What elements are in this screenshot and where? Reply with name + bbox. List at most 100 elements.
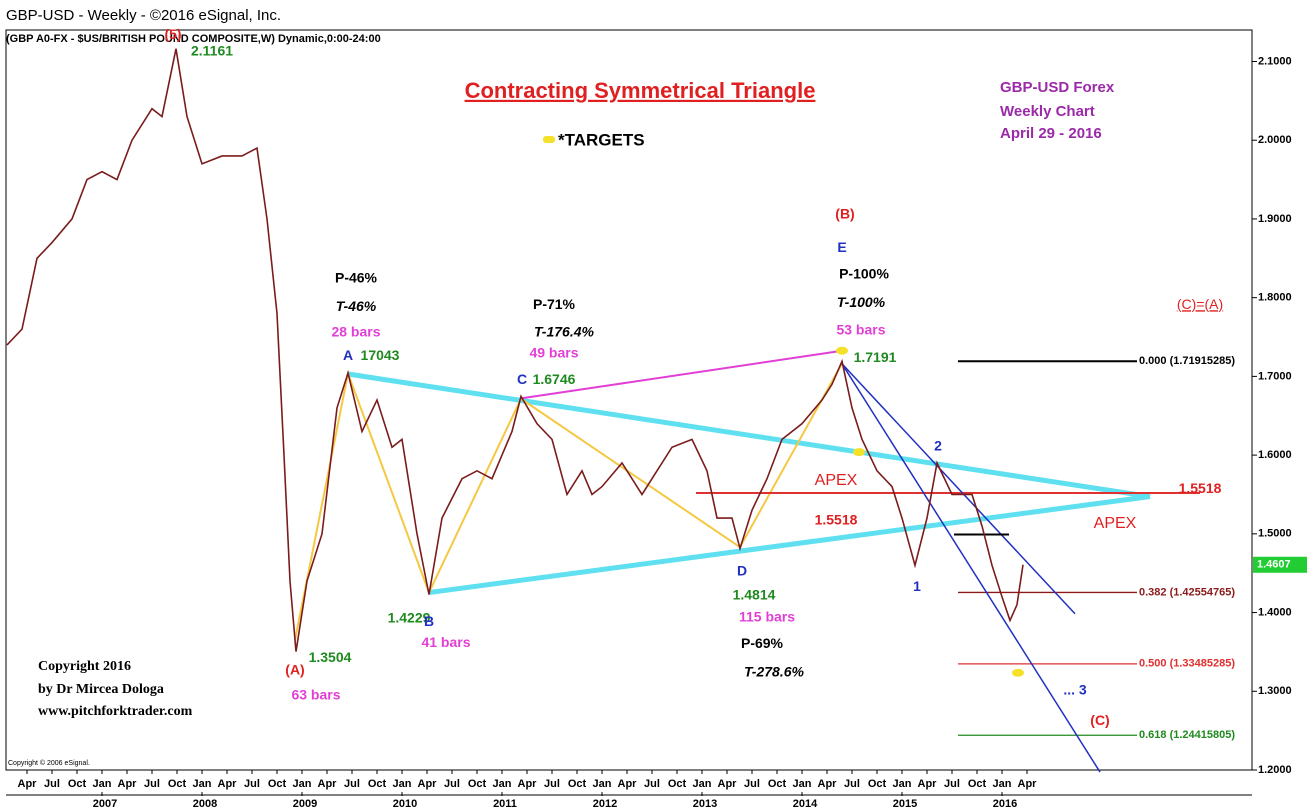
x-tick-label: Oct bbox=[468, 778, 487, 790]
year-label: 2013 bbox=[693, 798, 717, 810]
x-tick-label: Oct bbox=[868, 778, 887, 790]
x-tick-label: Oct bbox=[568, 778, 587, 790]
annotation: APEX bbox=[815, 472, 858, 489]
year-label: 2016 bbox=[993, 798, 1017, 810]
x-tick-label: Jul bbox=[744, 778, 760, 790]
x-tick-label: Jan bbox=[93, 778, 112, 790]
trend-line bbox=[520, 349, 843, 400]
annotation: 53 bars bbox=[836, 321, 885, 337]
x-tick-label: Jul bbox=[844, 778, 860, 790]
x-tick-label: Jan bbox=[993, 778, 1012, 790]
x-tick-label: Oct bbox=[268, 778, 287, 790]
y-tick-label: 1.2000 bbox=[1258, 764, 1292, 776]
annotation: P-71% bbox=[533, 296, 576, 312]
x-tick-label: Jul bbox=[244, 778, 260, 790]
y-tick-label: 1.3000 bbox=[1258, 685, 1292, 697]
x-tick-label: Apr bbox=[418, 778, 438, 790]
x-tick-label: Jan bbox=[193, 778, 212, 790]
trend-line bbox=[347, 371, 1151, 499]
x-tick-label: Jul bbox=[344, 778, 360, 790]
annotation: P-100% bbox=[839, 266, 889, 282]
x-tick-label: Oct bbox=[768, 778, 787, 790]
x-tick-label: Jan bbox=[693, 778, 712, 790]
y-tick-label: 1.7000 bbox=[1258, 370, 1292, 382]
x-tick-label: Apr bbox=[718, 778, 738, 790]
legend-marker bbox=[543, 136, 555, 143]
y-tick-label: 2.1000 bbox=[1258, 55, 1292, 67]
annotation: ... 3 bbox=[1063, 682, 1087, 698]
y-tick-label: 1.5000 bbox=[1258, 528, 1292, 540]
annotation: (B) bbox=[835, 205, 854, 221]
x-tick-label: Oct bbox=[168, 778, 187, 790]
annotation: P-69% bbox=[741, 635, 784, 651]
fib-label: 0.618 (1.24415805) bbox=[1139, 729, 1235, 741]
annotation: T-100% bbox=[837, 294, 886, 310]
annotation: 1 bbox=[913, 578, 921, 594]
annotation: T-176.4% bbox=[534, 324, 594, 340]
year-label: 2008 bbox=[193, 798, 217, 810]
annotation: 1.3504 bbox=[309, 649, 352, 665]
x-tick-label: Apr bbox=[218, 778, 238, 790]
header-title: GBP-USD - Weekly - ©2016 eSignal, Inc. bbox=[6, 7, 281, 24]
x-tick-label: Oct bbox=[668, 778, 687, 790]
year-label: 2010 bbox=[393, 798, 417, 810]
annotation: 17043 bbox=[361, 347, 400, 363]
plot-frame bbox=[5, 29, 1253, 771]
y-tick-label: 1.4000 bbox=[1258, 606, 1292, 618]
fib-label: 0.382 (1.42554765) bbox=[1139, 586, 1235, 598]
trend-line bbox=[428, 494, 1151, 596]
fib-label: 0.000 (1.71915285) bbox=[1139, 355, 1235, 367]
y-tick-label: 1.6000 bbox=[1258, 449, 1292, 461]
annotation: T-278.6% bbox=[744, 663, 804, 679]
x-tick-label: Apr bbox=[518, 778, 538, 790]
annotation: D bbox=[737, 562, 747, 578]
x-tick-label: Jan bbox=[493, 778, 512, 790]
year-label: 2007 bbox=[93, 798, 117, 810]
last-price-box bbox=[1253, 556, 1307, 573]
annotation: B bbox=[424, 613, 434, 629]
x-tick-label: Apr bbox=[318, 778, 338, 790]
x-tick-label: Apr bbox=[618, 778, 638, 790]
info-line: GBP-USD Forex bbox=[1000, 79, 1115, 96]
annotation: 63 bars bbox=[291, 687, 340, 703]
annotation: 115 bars bbox=[739, 609, 795, 625]
annotation: APEX bbox=[1094, 515, 1137, 532]
annotation: (5) bbox=[164, 26, 181, 42]
annotation: T-46% bbox=[336, 298, 377, 314]
year-label: 2012 bbox=[593, 798, 617, 810]
x-tick-label: Oct bbox=[68, 778, 87, 790]
legend-label: *TARGETS bbox=[558, 130, 645, 149]
annotation: 28 bars bbox=[331, 324, 380, 340]
x-tick-label: Apr bbox=[118, 778, 138, 790]
info-line: Weekly Chart bbox=[1000, 103, 1095, 120]
x-tick-label: Oct bbox=[368, 778, 387, 790]
source-note: Copyright © 2006 eSignal. bbox=[8, 759, 90, 767]
annotation: 1.4229 bbox=[388, 610, 431, 626]
annotation: (C)=(A) bbox=[1177, 296, 1223, 312]
year-label: 2015 bbox=[893, 798, 917, 810]
annotation: (C) bbox=[1090, 712, 1109, 728]
trend-line bbox=[841, 363, 1076, 615]
x-tick-label: Jan bbox=[293, 778, 312, 790]
info-line: April 29 - 2016 bbox=[1000, 125, 1102, 142]
x-tick-label: Apr bbox=[818, 778, 838, 790]
x-tick-label: Jul bbox=[944, 778, 960, 790]
chart-title: Contracting Symmetrical Triangle bbox=[465, 78, 816, 103]
annotation: 1.7191 bbox=[854, 349, 897, 365]
copyright-line: by Dr Mircea Dologa bbox=[38, 682, 164, 697]
x-tick-label: Apr bbox=[918, 778, 938, 790]
target-marker bbox=[853, 448, 865, 457]
x-tick-label: Jan bbox=[593, 778, 612, 790]
annotation: C bbox=[517, 371, 527, 387]
x-tick-label: Jul bbox=[444, 778, 460, 790]
annotation: 1.6746 bbox=[533, 371, 576, 387]
annotation: 49 bars bbox=[529, 345, 578, 361]
x-tick-label: Jul bbox=[144, 778, 160, 790]
annotation: 1.5518 bbox=[815, 511, 858, 527]
annotation: E bbox=[837, 239, 846, 255]
trend-line bbox=[841, 363, 1101, 773]
trend-line bbox=[294, 362, 843, 641]
x-tick-label: Jan bbox=[793, 778, 812, 790]
y-tick-label: 2.0000 bbox=[1258, 134, 1292, 146]
